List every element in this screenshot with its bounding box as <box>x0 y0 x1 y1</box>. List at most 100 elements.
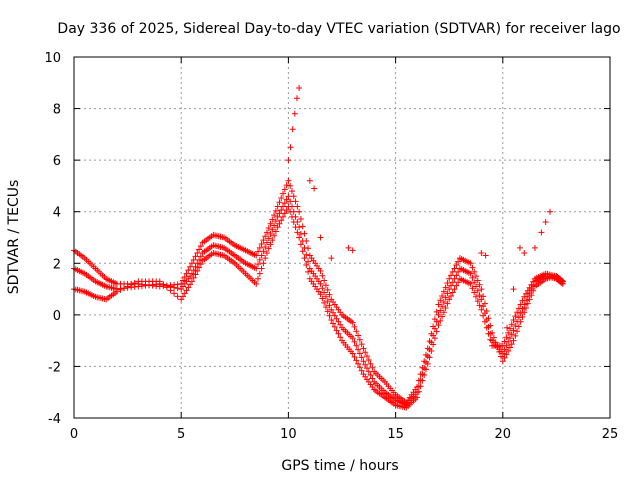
data-point <box>559 278 566 285</box>
data-point <box>262 243 269 250</box>
data-point <box>453 262 460 269</box>
x-tick-label: 0 <box>70 427 78 442</box>
data-point <box>487 336 494 343</box>
data-point <box>192 253 199 260</box>
data-point <box>287 208 294 215</box>
data-point <box>271 222 278 229</box>
data-point <box>258 265 265 272</box>
data-point <box>455 279 462 286</box>
data-point <box>356 350 363 357</box>
data-point <box>442 284 449 291</box>
data-point <box>326 302 333 309</box>
data-point <box>285 177 292 184</box>
data-point <box>481 318 488 325</box>
data-point <box>439 303 446 310</box>
data-point <box>263 229 270 236</box>
data-point <box>367 360 374 367</box>
x-tick-label: 25 <box>602 427 619 442</box>
series-track-a <box>71 177 566 406</box>
data-point <box>474 277 481 284</box>
data-point <box>523 290 530 297</box>
data-point <box>473 283 479 290</box>
data-point <box>437 307 444 314</box>
data-point <box>512 313 519 320</box>
data-point <box>430 341 437 348</box>
data-point <box>196 264 203 271</box>
data-point <box>255 275 262 282</box>
data-point <box>510 337 517 344</box>
data-point <box>499 342 506 349</box>
data-point <box>267 241 274 248</box>
data-point <box>265 235 272 242</box>
data-point <box>271 232 278 239</box>
data-point <box>285 193 292 200</box>
data-point <box>490 334 497 341</box>
data-point <box>360 358 367 365</box>
data-point <box>160 281 167 288</box>
data-point <box>128 281 135 288</box>
data-point <box>283 206 290 213</box>
data-point <box>415 388 422 395</box>
data-point <box>446 275 453 282</box>
data-point <box>355 346 362 353</box>
data-point <box>287 198 294 205</box>
data-point <box>503 351 510 358</box>
data-point <box>467 260 474 267</box>
data-point <box>274 224 281 231</box>
data-point <box>269 216 276 223</box>
data-point <box>262 255 269 262</box>
data-point <box>449 268 456 275</box>
data-point <box>322 293 329 300</box>
data-point <box>192 263 199 270</box>
data-point <box>330 309 337 316</box>
data-point <box>328 317 335 324</box>
data-point <box>296 84 303 91</box>
data-point <box>435 322 442 329</box>
data-point <box>451 265 458 272</box>
data-point <box>531 244 538 251</box>
data-point <box>501 338 508 345</box>
data-point <box>360 345 367 352</box>
data-point <box>280 213 287 220</box>
data-point <box>328 306 335 313</box>
data-point <box>322 304 329 311</box>
data-point <box>271 212 278 219</box>
data-point <box>192 271 199 278</box>
data-point <box>288 188 295 195</box>
data-point <box>121 285 128 292</box>
data-point <box>440 298 447 305</box>
data-point <box>469 264 476 271</box>
data-point <box>433 318 440 325</box>
data-point <box>194 260 201 267</box>
data-point <box>505 329 512 336</box>
data-point <box>345 244 352 251</box>
data-point <box>483 324 490 331</box>
data-point <box>188 278 195 285</box>
data-point <box>187 281 194 288</box>
data-point <box>365 356 372 363</box>
data-point <box>187 263 194 270</box>
data-point <box>431 335 438 342</box>
data-point <box>508 331 515 338</box>
data-point <box>326 312 333 319</box>
data-point <box>482 252 489 259</box>
x-axis-label: GPS time / hours <box>281 458 398 474</box>
data-point <box>256 256 263 263</box>
y-tick-label: 6 <box>53 154 61 169</box>
data-point <box>353 357 360 364</box>
data-point <box>478 306 485 313</box>
data-point <box>322 282 329 289</box>
data-point <box>521 293 528 300</box>
data-point <box>523 304 530 311</box>
data-point <box>274 213 281 220</box>
data-point <box>131 280 138 287</box>
data-point <box>124 283 131 290</box>
data-point <box>504 324 511 331</box>
data-point <box>287 144 294 151</box>
data-point <box>188 270 195 277</box>
data-point <box>281 210 288 217</box>
data-point <box>485 330 492 337</box>
data-point <box>331 323 338 330</box>
data-point <box>440 288 447 295</box>
